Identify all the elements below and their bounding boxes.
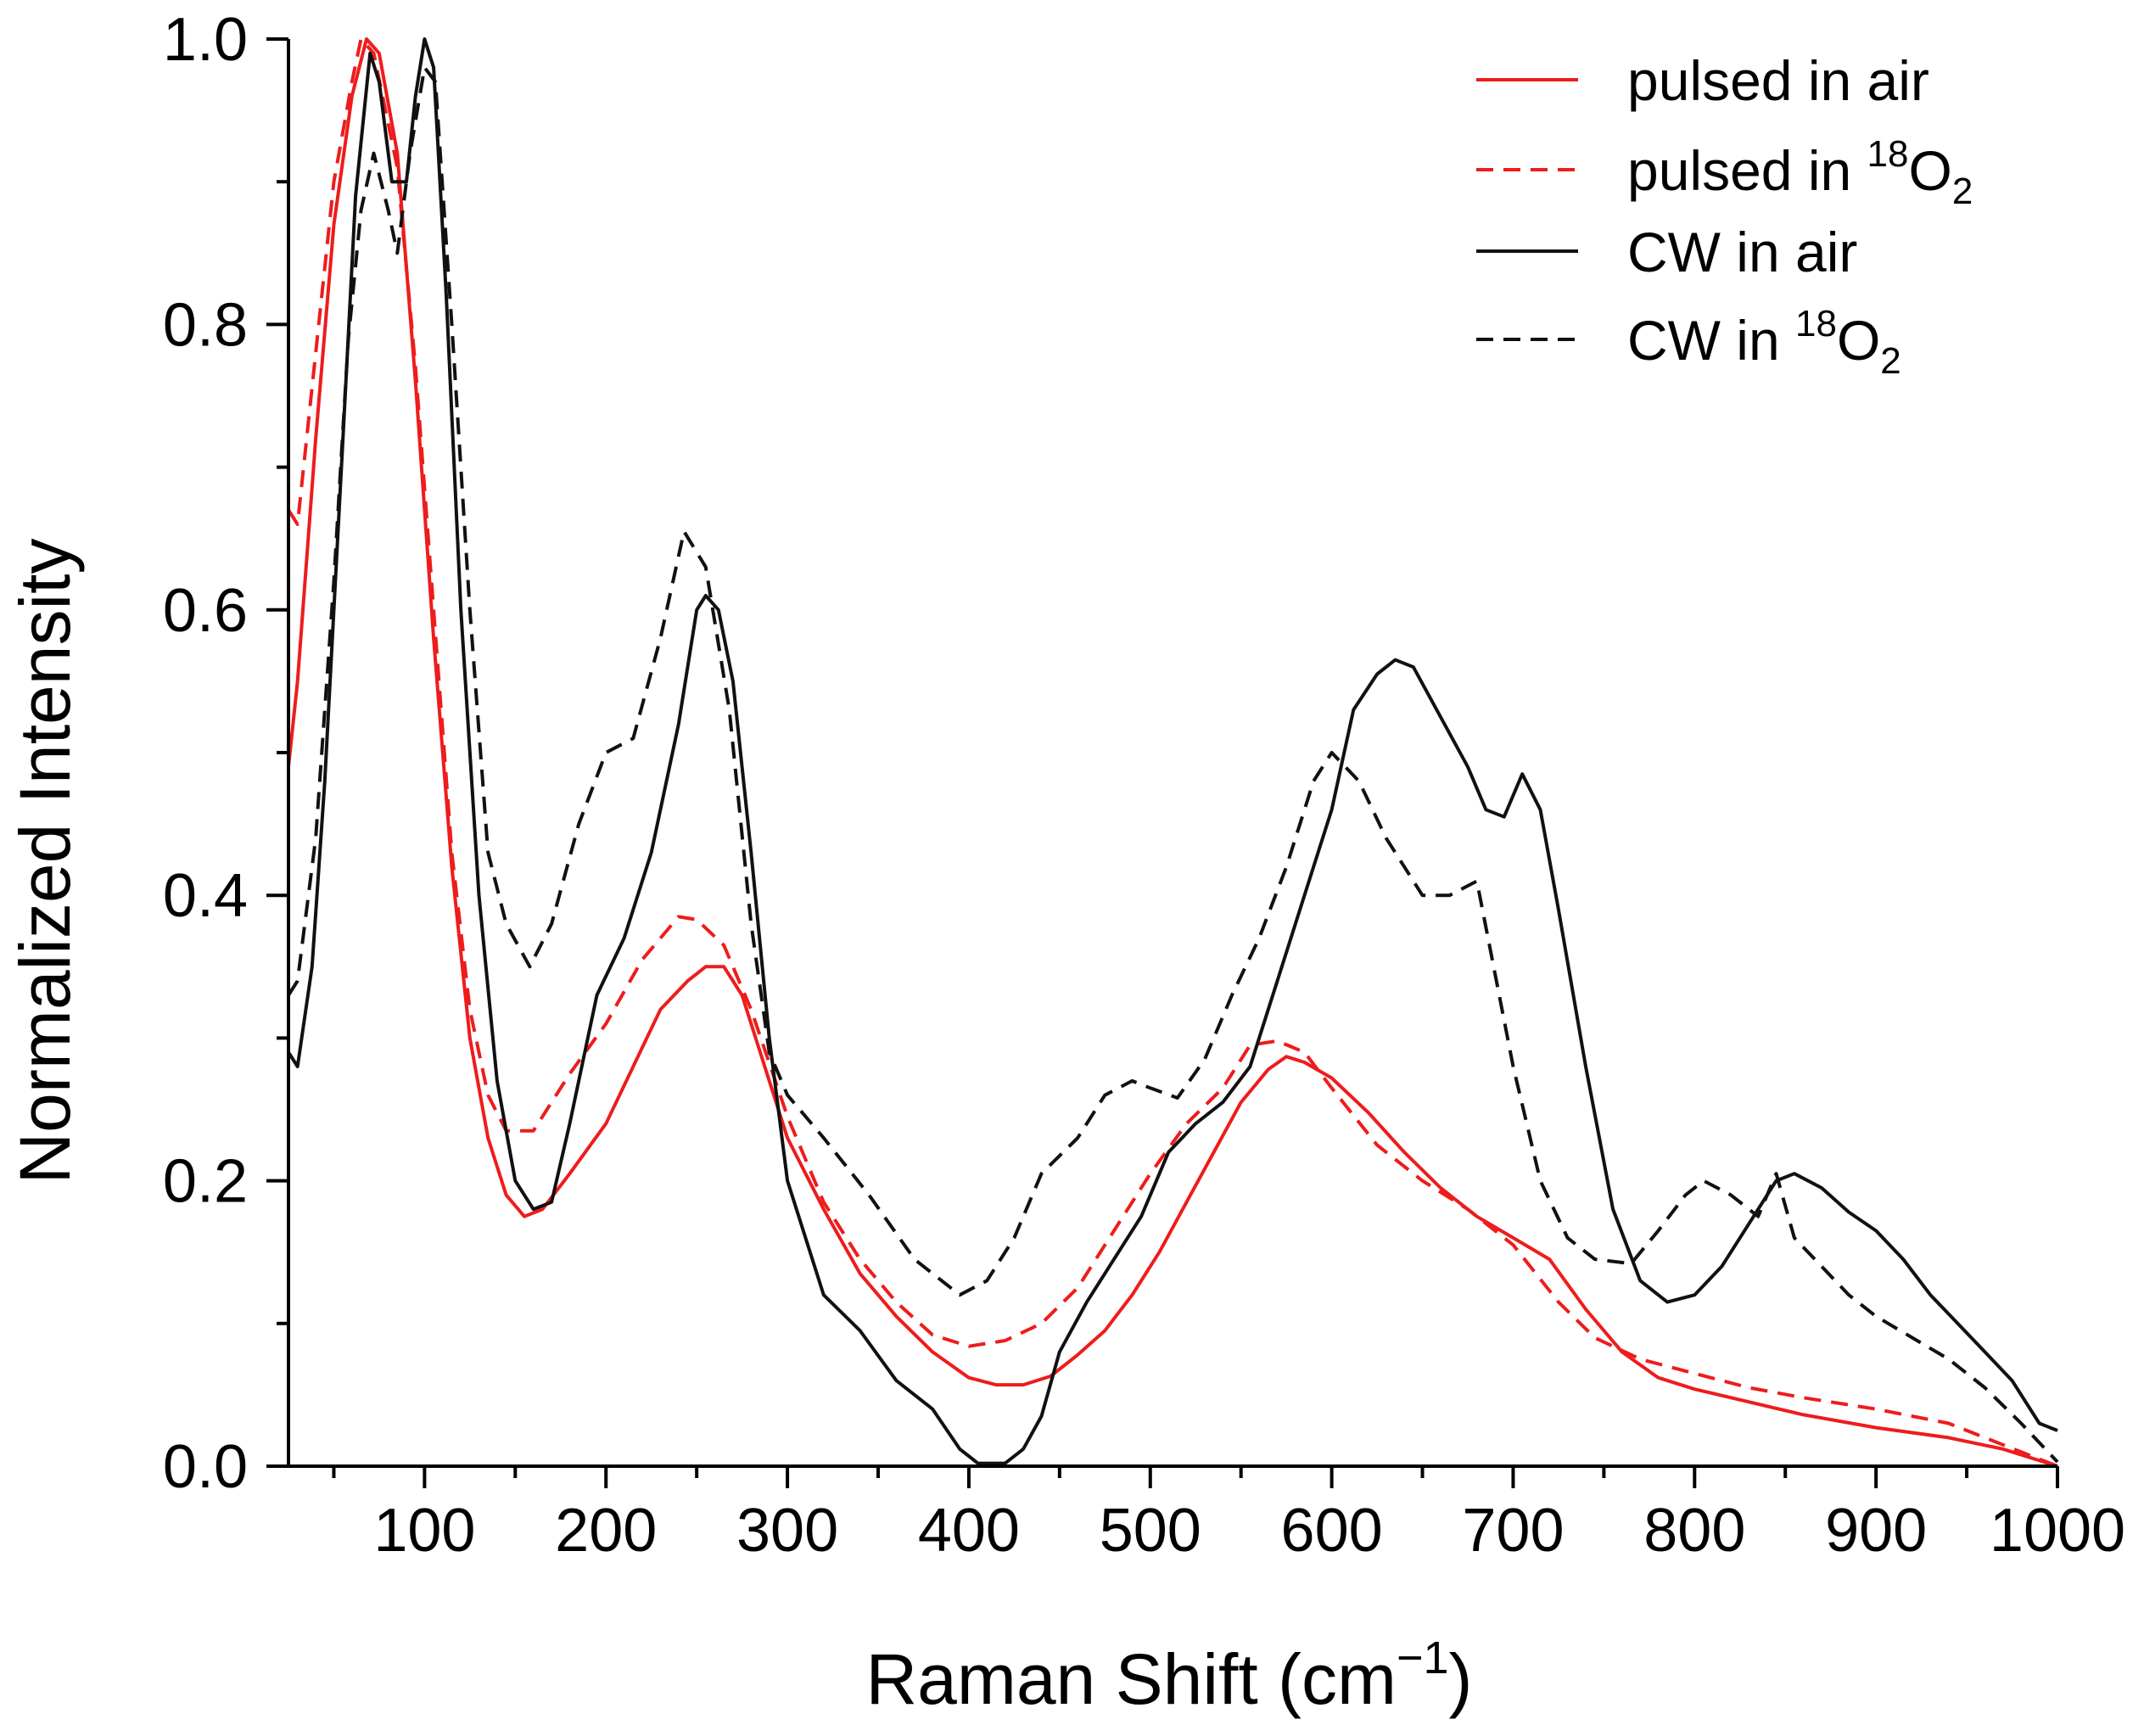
legend-label: CW in air: [1627, 221, 1857, 283]
x-axis-title: Raman Shift (cm−1): [865, 1632, 1472, 1719]
ticks-layer: 100 200 300 400 500 600 700 800 900 1000 0.0 0.2 0.4…: [163, 6, 2125, 1565]
x-tick-label: 600: [1281, 1497, 1383, 1565]
y-axis-title: Normalized Intensity: [5, 539, 85, 1184]
legend-label-text: CW in air: [1627, 221, 1857, 283]
series-line-2: [287, 37, 2058, 1468]
legend-label: pulsed in 18O2: [1627, 133, 1973, 212]
x-tick-label: 300: [736, 1497, 838, 1565]
legend-label-subscript: 2: [1952, 171, 1973, 212]
y-tick-label: 0.4: [163, 862, 248, 930]
series-layer: [287, 37, 2059, 1468]
legend-label-element: O: [1908, 139, 1951, 202]
x-tick-label: 500: [1100, 1497, 1201, 1565]
legend-item-4: CW in 18O2: [1476, 303, 1901, 382]
x-tick-label: 400: [918, 1497, 1020, 1565]
series-line-4: [287, 65, 2059, 1464]
x-axis-title-superscript: −1: [1397, 1632, 1449, 1683]
legend-label-element: O: [1837, 309, 1880, 372]
legend-label-text: pulsed in: [1627, 139, 1867, 202]
legend-label: pulsed in air: [1627, 49, 1929, 112]
x-tick-label: 800: [1643, 1497, 1745, 1565]
legend-label-text: CW in: [1627, 309, 1795, 372]
legend-label-superscript: 18: [1867, 133, 1909, 175]
legend-item-3: CW in air: [1476, 221, 1857, 283]
legend-label-subscript: 2: [1880, 340, 1900, 382]
legend-item-2: pulsed in 18O2: [1476, 133, 1973, 212]
x-tick-label: 200: [555, 1497, 657, 1565]
x-axis-title-text: Raman Shift (cm: [865, 1639, 1397, 1719]
x-tick-label: 1000: [1990, 1497, 2125, 1565]
legend-label-text: pulsed in air: [1627, 49, 1929, 112]
x-axis-title-end: ): [1449, 1639, 1473, 1719]
x-tick-label: 100: [373, 1497, 475, 1565]
legend-label-superscript: 18: [1795, 303, 1837, 344]
legend-label: CW in 18O2: [1627, 303, 1901, 382]
series-line-3: [287, 37, 2058, 1465]
y-tick-label: 0.2: [163, 1148, 248, 1216]
y-tick-label: 0.8: [163, 291, 248, 359]
y-tick-label: 0.0: [163, 1433, 248, 1501]
legend-item-1: pulsed in air: [1476, 49, 1929, 112]
y-tick-label: 1.0: [163, 6, 248, 74]
x-tick-label: 900: [1825, 1497, 1927, 1565]
x-tick-label: 700: [1462, 1497, 1564, 1565]
y-tick-label: 0.6: [163, 577, 248, 645]
